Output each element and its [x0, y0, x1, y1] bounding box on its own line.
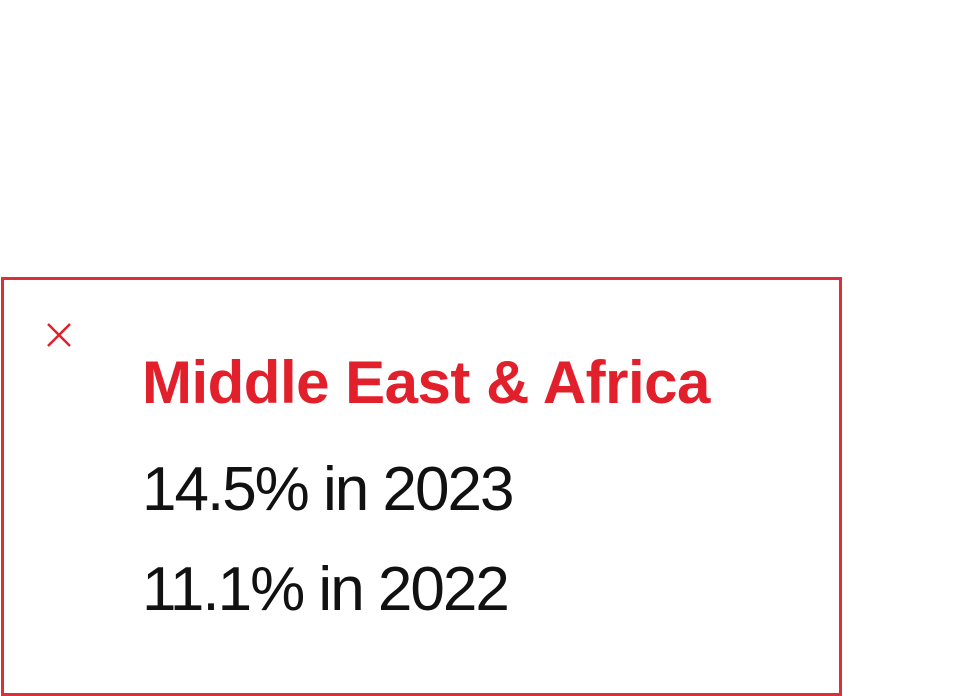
stat-2023: 14.5% in 2023	[142, 455, 514, 524]
stat-2022: 11.1% in 2022	[142, 555, 510, 624]
region-tooltip: Middle East & Africa 14.5% in 2023 11.1%…	[1, 277, 842, 696]
close-icon-glyph	[47, 323, 71, 347]
close-icon[interactable]	[44, 320, 74, 350]
region-title: Middle East & Africa	[142, 349, 710, 416]
